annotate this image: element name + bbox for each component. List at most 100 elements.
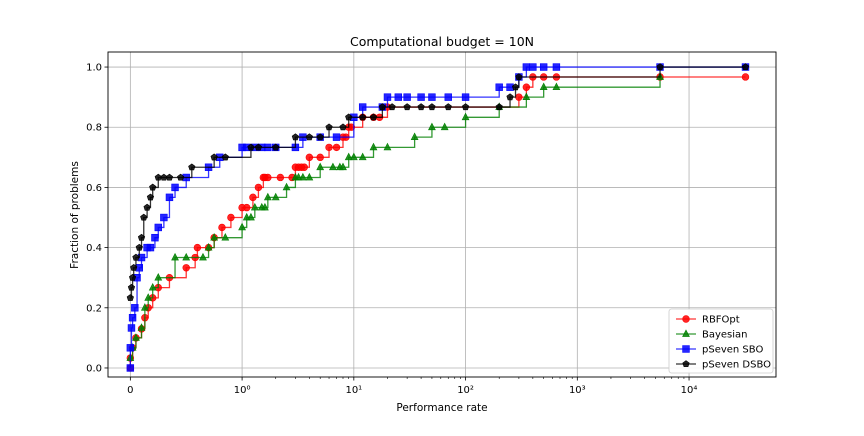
data-point: [332, 143, 341, 152]
data-point: [127, 283, 136, 291]
legend-marker: [682, 315, 690, 323]
data-point: [154, 223, 162, 232]
data-point: [247, 143, 255, 151]
data-point: [126, 364, 135, 372]
data-point: [146, 193, 155, 201]
data-point: [358, 103, 367, 111]
plot-frame: [107, 51, 777, 378]
data-point: [263, 192, 272, 201]
data-point: [261, 202, 269, 211]
data-point: [272, 143, 280, 151]
data-point: [249, 193, 257, 202]
data-point: [243, 203, 251, 212]
y-tick-label: 0.6: [86, 183, 102, 194]
data-point: [126, 344, 135, 352]
series-line: [130, 76, 661, 359]
y-tick-label: 1.0: [86, 63, 102, 74]
series-line: [129, 66, 746, 368]
x-tick-label: 10⁴: [681, 385, 698, 396]
data-point: [131, 304, 139, 312]
y-tick-label: 0.0: [86, 363, 102, 374]
data-point: [325, 123, 333, 131]
data-point: [417, 103, 425, 111]
data-point: [193, 243, 202, 252]
data-point: [305, 153, 314, 162]
data-point: [410, 132, 419, 141]
data-point: [515, 93, 523, 101]
series-bayesian: [126, 72, 664, 361]
data-point: [140, 213, 148, 221]
data-point: [271, 192, 280, 201]
data-point: [552, 63, 561, 71]
data-point: [511, 83, 520, 91]
data-point: [210, 233, 219, 241]
data-point: [276, 173, 285, 182]
data-point: [461, 93, 470, 101]
legend-marker: [682, 360, 690, 368]
data-point: [440, 122, 449, 131]
data-point: [298, 172, 307, 181]
data-point: [461, 112, 470, 121]
data-point: [210, 153, 218, 161]
data-point: [130, 263, 138, 271]
data-point: [349, 152, 358, 161]
series-pseven-dsbo: [126, 63, 750, 301]
data-point: [160, 173, 168, 181]
y-axis-label: Fraction of problems: [69, 161, 81, 269]
legend-box: [668, 308, 774, 374]
legend-label: pSeven DSBO: [702, 360, 771, 371]
data-point: [656, 63, 664, 71]
x-tick-label: 10³: [569, 385, 586, 396]
data-point: [132, 253, 140, 261]
data-point: [316, 153, 324, 162]
data-point: [339, 162, 347, 171]
series-line: [130, 66, 746, 299]
data-point: [137, 233, 146, 241]
data-point: [221, 153, 229, 161]
data-point: [254, 143, 263, 151]
data-point: [154, 273, 163, 281]
data-point: [282, 182, 291, 191]
data-point: [444, 103, 452, 111]
data-point: [339, 123, 347, 131]
data-point: [177, 173, 185, 181]
data-point: [221, 233, 230, 241]
data-point: [428, 93, 436, 101]
data-point: [741, 63, 750, 71]
data-point: [359, 113, 367, 121]
data-point: [403, 93, 411, 101]
data-point: [135, 243, 143, 251]
data-point: [126, 294, 134, 301]
data-point: [428, 103, 436, 111]
data-point: [378, 103, 386, 111]
series-pseven-sbo: [126, 63, 750, 372]
y-tick-label: 0.2: [86, 303, 102, 314]
data-point: [344, 152, 353, 161]
data-point: [247, 212, 255, 221]
data-point: [522, 63, 531, 71]
data-point: [383, 93, 392, 101]
data-point: [146, 243, 155, 252]
data-point: [160, 213, 168, 222]
x-tick-label: 10¹: [345, 385, 362, 396]
x-axis-label: Performance rate: [396, 402, 487, 414]
data-point: [135, 264, 143, 272]
x-tick-label: 10²: [457, 385, 474, 396]
data-point: [383, 142, 392, 151]
data-point: [154, 173, 162, 181]
data-point: [394, 93, 402, 101]
data-point: [165, 173, 174, 181]
legend-label: pSeven SBO: [702, 345, 763, 356]
data-point: [388, 103, 396, 111]
data-point: [495, 83, 503, 91]
data-point: [305, 133, 313, 141]
data-point: [144, 293, 153, 301]
legend-marker: [682, 329, 690, 337]
data-point: [741, 73, 750, 81]
data-point: [506, 93, 514, 101]
data-point: [316, 133, 324, 141]
data-point: [250, 202, 259, 211]
data-point: [149, 183, 157, 191]
